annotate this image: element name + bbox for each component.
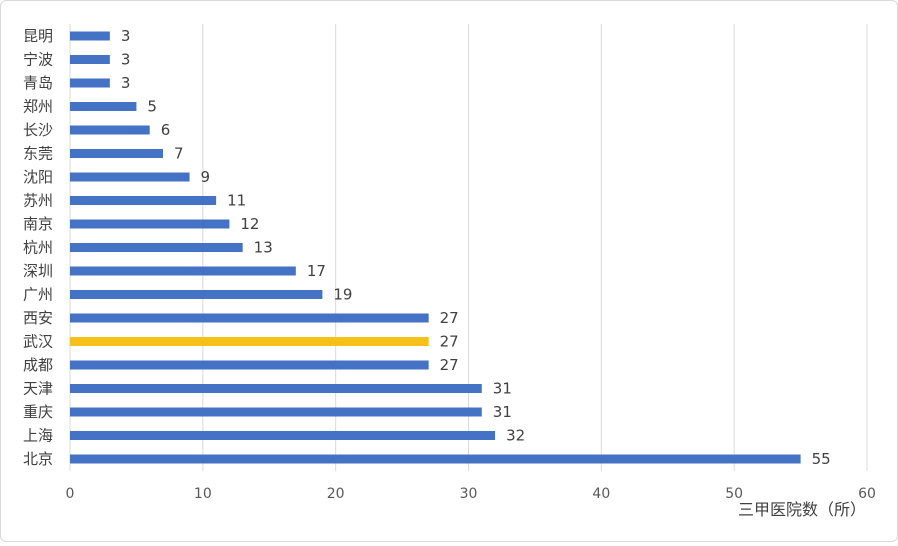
x-tick-label: 10	[194, 486, 212, 502]
bar	[70, 360, 429, 370]
x-tick-label: 20	[327, 486, 345, 502]
x-tick-label: 30	[460, 486, 478, 502]
value-label: 31	[493, 403, 512, 421]
bar	[70, 102, 137, 111]
category-label: 郑州	[23, 98, 53, 116]
bar	[70, 149, 163, 158]
x-tick-label: 50	[725, 486, 743, 502]
value-label: 3	[121, 74, 131, 92]
category-label: 东莞	[23, 145, 53, 163]
category-label: 杭州	[23, 239, 53, 257]
bar	[70, 454, 801, 464]
bar	[70, 243, 243, 252]
bar	[70, 196, 217, 205]
category-label: 广州	[23, 286, 53, 304]
grid-lines	[69, 24, 868, 471]
value-label: 27	[440, 309, 459, 327]
value-label: 17	[307, 262, 326, 280]
value-label: 3	[121, 27, 131, 45]
bar	[70, 172, 190, 182]
x-axis-title: 三甲医院数（所）	[738, 500, 866, 519]
category-label: 深圳	[23, 262, 53, 280]
category-label: 宁波	[23, 51, 53, 69]
value-label: 19	[333, 286, 352, 304]
bar	[70, 31, 110, 41]
value-label: 27	[440, 333, 459, 351]
category-label: 沈阳	[23, 168, 53, 186]
category-label: 长沙	[23, 121, 53, 139]
bar	[70, 125, 150, 135]
bar	[70, 78, 110, 88]
value-label: 7	[174, 145, 184, 163]
value-label: 12	[240, 215, 259, 233]
category-label: 北京	[23, 450, 53, 468]
value-label: 11	[227, 192, 246, 210]
bar	[70, 407, 482, 417]
category-label: 南京	[23, 215, 53, 233]
category-label: 武汉	[23, 333, 53, 351]
value-label: 55	[812, 450, 831, 468]
bar	[70, 219, 230, 229]
x-tick-label: 40	[592, 486, 610, 502]
bar	[70, 431, 496, 440]
bar	[70, 290, 323, 299]
category-label: 重庆	[23, 403, 53, 421]
category-label: 成都	[23, 356, 53, 374]
value-label: 3	[121, 51, 131, 69]
bar	[70, 266, 296, 276]
bar	[70, 313, 429, 323]
bars	[70, 31, 801, 464]
value-label: 27	[440, 356, 459, 374]
x-axis-ticks: 0 10 20 30 40 50 60	[66, 486, 876, 502]
category-label: 天津	[23, 380, 53, 398]
category-label: 青岛	[23, 74, 53, 92]
bar	[70, 384, 482, 393]
category-label: 上海	[23, 427, 53, 445]
x-tick-label: 60	[858, 486, 876, 502]
value-label: 5	[147, 98, 157, 116]
bar	[70, 337, 429, 346]
x-tick-label: 0	[66, 486, 75, 502]
value-label: 6	[161, 121, 171, 139]
bar	[70, 55, 110, 64]
value-label: 13	[254, 239, 273, 257]
category-label: 苏州	[23, 192, 53, 210]
value-label: 31	[493, 380, 512, 398]
category-label: 西安	[23, 309, 53, 327]
category-label: 昆明	[23, 27, 53, 45]
value-label: 32	[506, 427, 525, 445]
value-label: 9	[201, 168, 211, 186]
